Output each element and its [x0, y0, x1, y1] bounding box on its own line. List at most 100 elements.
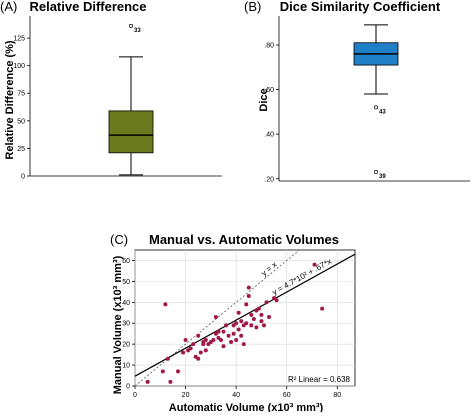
y-tick-label: 125 [13, 36, 25, 43]
data-point [203, 337, 208, 342]
data-point [198, 350, 203, 355]
data-point [234, 321, 239, 326]
y-tick-label: .60 [264, 87, 274, 94]
fit-line-label: y = 4.7*10² + .67*x [271, 257, 333, 297]
data-point [236, 310, 241, 315]
data-point [236, 327, 241, 332]
outlier-point [373, 170, 379, 175]
data-point [221, 344, 226, 349]
iqr-box [108, 110, 154, 154]
x-tick-label: 40 [232, 392, 240, 399]
y-tick-label: .40 [264, 132, 274, 139]
data-point [239, 333, 244, 338]
y-tick-label: 60 [122, 258, 130, 265]
x-tick-label: 80 [333, 392, 341, 399]
data-point [244, 321, 249, 326]
y-tick-label: 50 [17, 118, 25, 125]
outlier-point [128, 23, 134, 28]
y-tick-label: 10 [122, 363, 130, 370]
panel-c: (C) Manual vs. Automatic Volumes Manual … [110, 232, 356, 414]
panel-c-ticks: 0 10 20 30 40 50 60 0 20 40 60 80 [122, 258, 341, 399]
data-point [231, 331, 236, 336]
data-point [249, 323, 254, 328]
outlier-point [373, 105, 379, 110]
panel-b-label: (B) [244, 0, 261, 14]
data-point [274, 298, 279, 303]
panel-c-lines [134, 249, 356, 387]
y-tick-label: 40 [122, 300, 130, 307]
x-tick-label: 20 [182, 392, 190, 399]
identity-line [134, 249, 300, 387]
panel-b-title: Dice Similarity Coefficient [280, 0, 441, 14]
y-tick-label: 0 [21, 174, 25, 181]
panel-b-ylabel: Dice [258, 88, 270, 111]
panel-c-label: (C) [110, 232, 128, 247]
data-point [216, 329, 221, 334]
data-point [259, 312, 264, 317]
panel-a-label: (A) [0, 0, 17, 14]
y-tick-label: 25 [17, 146, 25, 153]
data-point [183, 337, 188, 342]
data-point [145, 379, 150, 384]
data-point [254, 325, 259, 330]
x-tick-label: 0 [133, 392, 137, 399]
y-tick-label: 0 [126, 384, 130, 391]
panel-c-grid [134, 250, 355, 387]
panel-c-xlabel: Automatic Volume (x10³ mm³) [169, 402, 324, 412]
data-point [241, 342, 246, 347]
y-tick-label: 50 [122, 279, 130, 286]
data-point [203, 348, 208, 353]
y-tick-label: 20 [122, 342, 130, 349]
data-point [312, 262, 317, 267]
data-point [196, 333, 201, 338]
y-tick-label: 30 [122, 321, 130, 328]
data-point [213, 314, 218, 319]
panel-c-points [145, 262, 325, 384]
data-point [261, 323, 266, 328]
data-point [246, 294, 251, 299]
y-tick-label: 75 [17, 91, 25, 98]
data-point [160, 369, 165, 374]
data-point [221, 329, 226, 334]
panel-c-title: Manual vs. Automatic Volumes [149, 232, 339, 247]
data-point [224, 323, 229, 328]
x-tick-label: 60 [283, 392, 291, 399]
data-point [239, 319, 244, 324]
outlier-label: 39 [379, 174, 386, 180]
data-point [249, 312, 254, 317]
panel-a-y-ticks: 0 25 50 75 100 125 [13, 36, 30, 181]
data-point [168, 379, 173, 384]
data-point [175, 369, 180, 374]
data-point [226, 333, 231, 338]
data-point [211, 337, 216, 342]
data-point [165, 356, 170, 361]
data-point [246, 285, 251, 290]
data-point [259, 319, 264, 324]
data-point [163, 302, 168, 307]
panel-a-title: Relative Difference [29, 0, 146, 14]
y-tick-label: 100 [13, 63, 25, 70]
panel-a-boxplot: 33 [108, 23, 154, 176]
y-tick-label: .80 [264, 42, 274, 49]
data-point [244, 302, 249, 307]
data-point [264, 300, 269, 305]
panel-b: (B) Dice Similarity Coefficient Dice .20… [244, 0, 470, 183]
panel-b-y-ticks: .20 .40 .60 .80 [264, 42, 279, 183]
data-point [320, 306, 325, 311]
data-point [218, 337, 223, 342]
outlier-label: 33 [134, 28, 141, 34]
data-point [234, 337, 239, 342]
panel-c-ylabel: Manual Volume (x10³ mm³) [112, 255, 124, 394]
r2-label: R² Linear = 0.638 [288, 375, 351, 384]
data-point [196, 356, 201, 361]
data-point [251, 317, 256, 322]
regression-line [134, 253, 356, 377]
y-tick-label: .20 [264, 176, 274, 183]
panel-b-boxplot: 43 39 [353, 24, 399, 180]
panel-a-ylabel: Relative Difference (%) [4, 40, 16, 160]
data-point [191, 342, 196, 347]
data-point [229, 340, 234, 345]
panel-a: (A) Relative Difference Relative Differe… [0, 0, 222, 181]
data-point [188, 346, 193, 351]
